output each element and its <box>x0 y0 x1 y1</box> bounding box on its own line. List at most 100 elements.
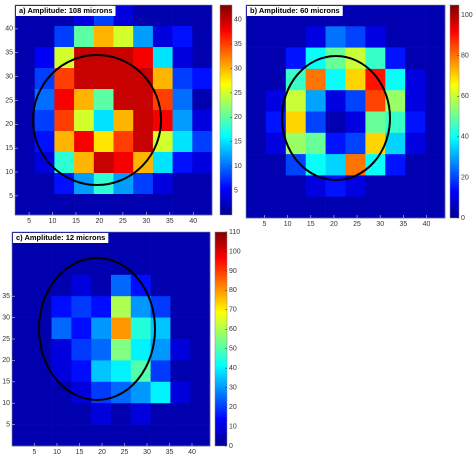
heat-cell <box>172 68 193 90</box>
heat-cell <box>113 131 134 153</box>
heat-cell <box>305 111 326 134</box>
heat-cell <box>170 274 191 297</box>
heat-cell <box>74 68 95 90</box>
heat-cell <box>111 360 132 383</box>
heat-cell <box>130 381 151 404</box>
heat-cell <box>152 47 173 69</box>
heat-cell <box>172 110 193 132</box>
heat-cell <box>190 296 211 318</box>
heat-cell <box>130 403 151 425</box>
heat-cell <box>385 196 406 219</box>
heat-cell <box>172 5 193 27</box>
x-tick-label: 20 <box>330 221 338 228</box>
heat-cell <box>192 131 213 153</box>
y-tick-label: 10 <box>2 400 10 407</box>
panel-title-bg <box>16 6 116 16</box>
heat-cell <box>345 175 366 197</box>
heat-cell <box>345 111 366 134</box>
heat-cell <box>345 196 366 219</box>
heat-cell <box>405 111 426 134</box>
heat-cell <box>170 403 191 425</box>
heat-cell <box>74 47 95 69</box>
heat-cell <box>91 317 112 340</box>
heat-cell <box>130 232 151 254</box>
x-tick-label: 20 <box>96 218 104 225</box>
heat-cell <box>192 194 213 216</box>
heat-cell <box>91 274 112 297</box>
y-tick-label: 35 <box>2 293 10 300</box>
heat-cell <box>365 175 386 197</box>
heat-cell <box>190 339 211 361</box>
heat-cell <box>113 89 134 111</box>
heat-cell <box>285 154 306 176</box>
heat-cell <box>71 360 92 383</box>
heat-cell <box>172 89 193 111</box>
heat-cell <box>93 26 114 48</box>
y-tick-label: 5 <box>6 421 10 428</box>
heat-cell <box>405 47 426 70</box>
reference-circle <box>38 257 156 401</box>
colorbar-tick-label: 70 <box>229 307 237 314</box>
x-tick-label: 15 <box>76 449 84 456</box>
heat-cell <box>385 154 406 176</box>
heat-cell <box>190 360 211 383</box>
heat-cell <box>190 274 211 297</box>
heat-cell <box>365 196 386 219</box>
colorbar-tick-label: 30 <box>229 384 237 391</box>
x-tick-label: 30 <box>143 449 151 456</box>
colorbar-tick-label: 0 <box>461 215 465 222</box>
heat-cell <box>172 194 193 216</box>
colorbar-tick-label: 10 <box>229 423 237 430</box>
heat-cell <box>325 175 346 197</box>
x-tick-label: 10 <box>53 449 61 456</box>
heat-cell <box>111 381 132 404</box>
heat-cell <box>51 403 72 425</box>
heat-cell <box>34 152 55 174</box>
heat-cell <box>325 196 346 219</box>
heat-cell <box>365 154 386 176</box>
heat-cell <box>31 317 52 340</box>
heat-cell <box>12 317 33 340</box>
heat-cell <box>325 47 346 70</box>
colorbar-tick-label: 90 <box>229 268 237 275</box>
heat-cell <box>305 154 326 176</box>
heat-cell <box>190 317 211 340</box>
heat-cell <box>246 90 267 112</box>
heat-cell <box>152 131 173 153</box>
heat-cell <box>12 296 33 318</box>
y-tick-label: 40 <box>5 26 13 33</box>
heat-cell <box>365 111 386 134</box>
heat-cell <box>150 232 171 254</box>
heat-cell <box>133 131 154 153</box>
colorbar-tick-label: 40 <box>461 134 469 141</box>
heat-cell <box>133 5 154 27</box>
heat-cell <box>150 339 171 361</box>
panel-title: b) Amplitude: 60 microns <box>250 6 340 15</box>
heat-cell <box>405 132 426 155</box>
heat-cell <box>365 132 386 155</box>
heat-cell <box>133 68 154 90</box>
heat-cell <box>365 26 386 48</box>
heat-cell <box>190 253 211 276</box>
colorbar-tick-label: 110 <box>229 229 240 236</box>
heat-cell <box>152 173 173 195</box>
heat-cell <box>405 90 426 112</box>
heat-cell <box>133 47 154 69</box>
heat-cell <box>133 110 154 132</box>
heat-cell <box>31 403 52 425</box>
x-tick-label: 25 <box>121 449 129 456</box>
colorbar-tick-label: 40 <box>234 16 242 23</box>
colorbar-tick-label: 100 <box>461 12 473 19</box>
y-tick-label: 30 <box>5 73 13 80</box>
heat-cell <box>150 253 171 276</box>
heat-cell <box>130 317 151 340</box>
heat-cell <box>51 274 72 297</box>
heat-cell <box>385 5 406 27</box>
heat-cell <box>170 339 191 361</box>
x-tick-label: 40 <box>189 218 197 225</box>
heat-cell <box>425 47 446 70</box>
colorbar-tick-label: 35 <box>234 41 242 48</box>
heat-cell <box>111 296 132 318</box>
heat-cell <box>170 360 191 383</box>
